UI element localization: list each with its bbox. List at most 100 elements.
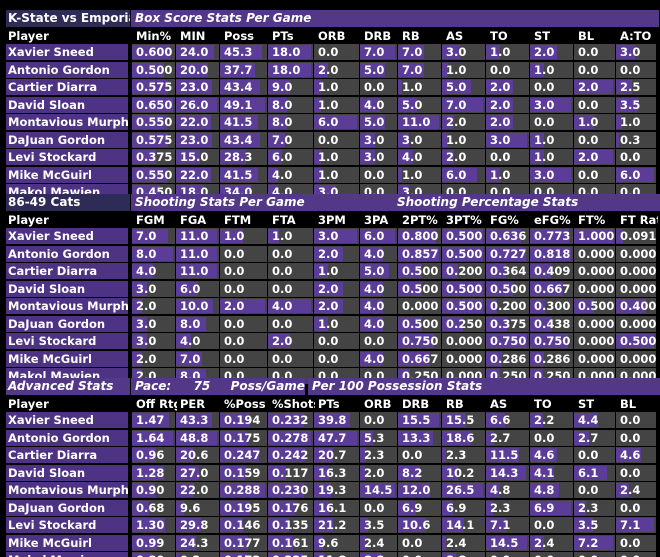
stat-bar (176, 500, 185, 515)
stat-bar (442, 132, 448, 147)
stat-cell: 3.5 (360, 517, 397, 533)
stat-value: 37.7 (224, 62, 253, 77)
stat-value: 1.0 (318, 167, 339, 182)
stat-bar (530, 62, 544, 77)
stat-bar (176, 62, 208, 77)
stat-cell: 0.500 (486, 280, 529, 297)
stat-cell: 5.0 (442, 79, 485, 95)
stat-bar (486, 80, 514, 94)
stat-bar (132, 334, 148, 348)
stat-cell: 7.0 (176, 350, 219, 367)
stat-bar (314, 299, 343, 313)
stat-cell: 11.5 (486, 447, 529, 463)
stat-value: 0.636 (490, 229, 527, 243)
stat-bar (486, 500, 493, 515)
stat-bar (442, 316, 463, 331)
stat-value: 0.0 (620, 535, 641, 550)
stat-value: 3.0 (490, 132, 511, 147)
stat-cell: 0.0 (220, 315, 267, 332)
stat-bar (530, 483, 559, 497)
stat-value: 14.5 (364, 483, 393, 497)
stat-bar (486, 246, 526, 261)
stat-bar (398, 264, 422, 278)
stat-cell: 2.0 (220, 298, 267, 314)
stat-cell: 2.5 (616, 79, 656, 95)
stat-value: 0.000 (620, 316, 656, 331)
stat-value: 0.200 (490, 299, 527, 313)
stat-cell: 0.0 (360, 333, 397, 349)
stat-value: 7.1 (620, 518, 641, 532)
stat-value: 0.500 (402, 316, 439, 331)
stat-bar (530, 351, 545, 366)
stat-value: 0.0 (620, 430, 641, 445)
stat-bar (442, 281, 483, 296)
stat-bar (486, 316, 507, 331)
stat-bar (220, 465, 245, 480)
stat-bar (616, 518, 654, 532)
stat-bar (268, 518, 289, 532)
stat-value: 0.0 (364, 413, 385, 427)
stat-bar (574, 229, 613, 243)
stat-bar (360, 132, 375, 147)
stat-bar (176, 430, 217, 445)
stat-value: 6.9 (446, 500, 467, 515)
stat-bar (132, 369, 143, 383)
stat-value: 7.0 (446, 97, 467, 112)
stat-value: 2.3 (490, 500, 511, 515)
stat-value: 2.0 (224, 299, 245, 313)
stat-cell: 21.2 (314, 517, 359, 533)
stat-value: 0.0 (486, 553, 510, 557)
stat-cell: 0.0 (616, 464, 656, 481)
stat-bar (398, 316, 422, 331)
stat-bar (314, 553, 325, 557)
stat-cell: 8.2 (398, 464, 441, 481)
stat-value: 18.0 (272, 62, 301, 77)
stat-value: 7.2 (578, 535, 599, 550)
stat-cell: 3.0 (360, 149, 397, 165)
stat-value: 0.500 (446, 281, 483, 296)
stat-bar (314, 264, 329, 278)
stat-value: 11.0 (402, 115, 431, 129)
stat-value: 6.0 (318, 115, 339, 129)
stat-value: 11.5 (490, 448, 519, 462)
stat-bar (132, 500, 149, 515)
player-name: Levi Stockard (6, 149, 128, 165)
column-header: 3PM (318, 213, 346, 227)
stat-bar (530, 132, 544, 147)
stat-value: 3.0 (620, 45, 641, 59)
stat-value: 41.5 (224, 167, 253, 182)
stat-value: 0.232 (272, 413, 309, 427)
stat-cell: 7.0 (442, 96, 485, 113)
stat-cell: 2.0 (132, 350, 175, 367)
stat-cell: 1.0 (574, 114, 615, 130)
stat-cell: 3.0 (132, 280, 175, 297)
stat-cell: 20.6 (176, 447, 219, 463)
stat-value: 26.5 (446, 483, 475, 497)
stat-bar (220, 229, 243, 243)
stat-value: 0.230 (272, 483, 309, 497)
stat-value: 1.0 (534, 150, 555, 164)
stat-bar (360, 150, 375, 164)
stat-value: 0.288 (224, 483, 261, 497)
stat-bar (530, 316, 552, 331)
stat-value: 4.0 (364, 281, 385, 296)
stat-bar (616, 167, 654, 182)
stat-cell: 6.9 (442, 499, 485, 516)
stat-cell: 0.375 (132, 149, 175, 165)
stat-bar (314, 413, 350, 427)
stat-cell: 0.500 (442, 228, 485, 244)
stat-bar (530, 535, 545, 550)
shooting-pct-title: Shooting Percentage Stats (393, 194, 660, 211)
stat-cell: 0.90 (132, 482, 175, 498)
stat-cell: 18.6 (442, 429, 485, 446)
stat-bar (268, 97, 288, 112)
stat-bar (132, 246, 173, 261)
stat-cell: 29.8 (176, 517, 219, 533)
stat-cell: 11.0 (176, 228, 219, 244)
stat-value: 0.80 (132, 553, 164, 557)
stat-bar (486, 334, 527, 348)
stat-value: 0.0 (318, 351, 339, 366)
stat-bar (176, 316, 206, 331)
stat-bar (442, 229, 483, 243)
player-name: Mike McGuirl (6, 350, 128, 367)
